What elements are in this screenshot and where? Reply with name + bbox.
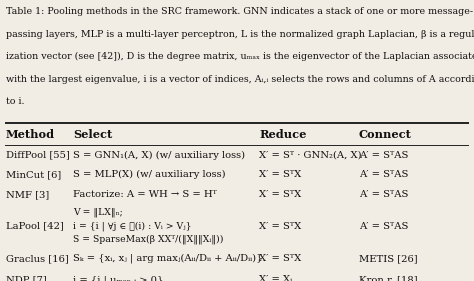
Text: Method: Method: [6, 129, 55, 140]
Text: X′ = SᵀX: X′ = SᵀX: [259, 190, 301, 199]
Text: A′ = SᵀAS: A′ = SᵀAS: [359, 190, 408, 199]
Text: A′ = SᵀAS: A′ = SᵀAS: [359, 151, 408, 160]
Text: S = SparseMax(β XXᵀ/(‖X‖‖Xᵢ‖)): S = SparseMax(β XXᵀ/(‖X‖‖Xᵢ‖)): [73, 235, 224, 244]
Text: NDP [7]: NDP [7]: [6, 275, 46, 281]
Text: Select: Select: [73, 129, 113, 140]
Text: passing layers, MLP is a multi-layer perceptron, L is the normalized graph Lapla: passing layers, MLP is a multi-layer per…: [6, 30, 474, 38]
Text: MinCut [6]: MinCut [6]: [6, 170, 61, 180]
Text: ization vector (see [42]), D is the degree matrix, uₘₐₓ is the eigenvector of th: ization vector (see [42]), D is the degr…: [6, 52, 474, 61]
Text: NMF [3]: NMF [3]: [6, 190, 49, 199]
Text: X′ = SᵀX: X′ = SᵀX: [259, 254, 301, 263]
Text: i = {i | ∀j ∈ 풩(i) : Vᵢ > Vⱼ}: i = {i | ∀j ∈ 풩(i) : Vᵢ > Vⱼ}: [73, 221, 192, 231]
Text: DiffPool [55]: DiffPool [55]: [6, 151, 70, 160]
Text: A′ = SᵀAS: A′ = SᵀAS: [359, 221, 408, 230]
Text: X′ = SᵀX: X′ = SᵀX: [259, 221, 301, 230]
Text: Graclus [16]: Graclus [16]: [6, 254, 68, 263]
Text: X′ = SᵀX: X′ = SᵀX: [259, 170, 301, 180]
Text: V = ‖LX‖ₙ;: V = ‖LX‖ₙ;: [73, 208, 123, 217]
Text: METIS [26]: METIS [26]: [359, 254, 417, 263]
Text: to i.: to i.: [6, 97, 24, 106]
Text: Reduce: Reduce: [259, 129, 307, 140]
Text: i = {i | uₘₐₓ,ᵢ > 0}: i = {i | uₘₐₓ,ᵢ > 0}: [73, 275, 164, 281]
Text: Table 1: Pooling methods in the SRC framework. GNN indicates a stack of one or m: Table 1: Pooling methods in the SRC fram…: [6, 7, 473, 16]
Text: with the largest eigenvalue, i is a vector of indices, Aᵢ,ᵢ selects the rows and: with the largest eigenvalue, i is a vect…: [6, 75, 474, 84]
Text: Connect: Connect: [359, 129, 411, 140]
Text: Kron r. [18]: Kron r. [18]: [359, 275, 417, 281]
Text: LaPool [42]: LaPool [42]: [6, 221, 64, 230]
Text: A′ = SᵀAS: A′ = SᵀAS: [359, 170, 408, 180]
Text: S = GNN₁(A, X) (w/ auxiliary loss): S = GNN₁(A, X) (w/ auxiliary loss): [73, 151, 246, 160]
Text: S = MLP(X) (w/ auxiliary loss): S = MLP(X) (w/ auxiliary loss): [73, 170, 226, 180]
Text: Factorize: A = WH → S = Hᵀ: Factorize: A = WH → S = Hᵀ: [73, 190, 218, 199]
Text: X′ = Xᵢ: X′ = Xᵢ: [259, 275, 292, 281]
Text: Sₖ = {xᵢ, xⱼ | arg maxⱼ(Aᵢᵢ/Dᵢᵢ + Aᵢᵢ/Dᵢᵢ)}: Sₖ = {xᵢ, xⱼ | arg maxⱼ(Aᵢᵢ/Dᵢᵢ + Aᵢᵢ/Dᵢ…: [73, 254, 263, 264]
Text: X′ = Sᵀ · GNN₂(A, X): X′ = Sᵀ · GNN₂(A, X): [259, 151, 362, 160]
